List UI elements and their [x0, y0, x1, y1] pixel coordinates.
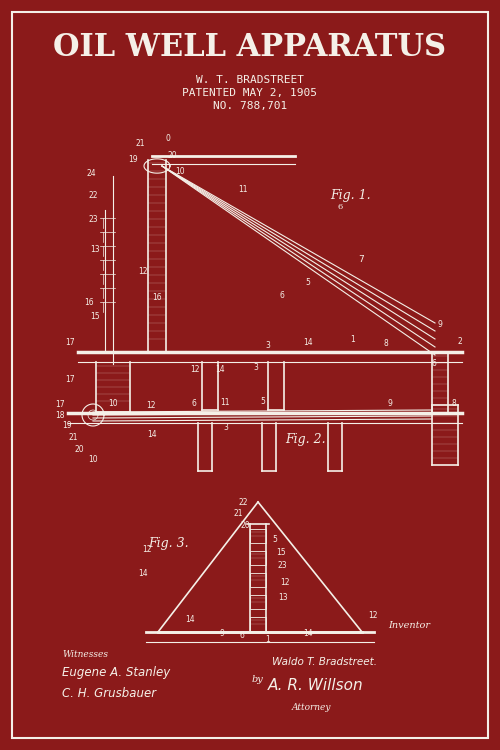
Text: C. H. Grusbauer: C. H. Grusbauer [62, 687, 156, 700]
Text: 22: 22 [88, 191, 98, 200]
Text: 23: 23 [88, 215, 98, 224]
Text: 14: 14 [215, 365, 224, 374]
Text: 1: 1 [266, 635, 270, 644]
Bar [250, 595, 266, 609]
Text: 9: 9 [438, 320, 442, 329]
Text: 21: 21 [234, 509, 243, 518]
Text: 8: 8 [452, 399, 457, 408]
Bar [250, 551, 266, 565]
Text: 14: 14 [185, 615, 195, 624]
Bar [250, 617, 266, 631]
Text: 19: 19 [62, 421, 72, 430]
Text: Fig. 3.: Fig. 3. [148, 536, 188, 550]
Text: by: by [252, 675, 264, 684]
Text: 14: 14 [138, 569, 148, 578]
Text: 20: 20 [168, 151, 177, 160]
Text: A. R. Willson: A. R. Willson [268, 678, 364, 693]
Text: 6: 6 [280, 291, 285, 300]
Text: 14: 14 [303, 629, 313, 638]
Text: 13: 13 [90, 245, 100, 254]
Text: 18: 18 [56, 411, 65, 420]
Bar [250, 529, 266, 543]
Text: 17: 17 [66, 338, 75, 347]
Text: 6: 6 [240, 631, 244, 640]
Text: PATENTED MAY 2, 1905: PATENTED MAY 2, 1905 [182, 88, 318, 98]
Text: 3: 3 [224, 423, 228, 432]
Text: 10: 10 [108, 399, 118, 408]
Text: 24: 24 [86, 169, 96, 178]
Text: 15: 15 [90, 312, 100, 321]
Text: 16: 16 [84, 298, 94, 307]
Text: Witnesses: Witnesses [62, 650, 108, 659]
Text: 5: 5 [305, 278, 310, 287]
Text: Fig. 1.: Fig. 1. [330, 188, 370, 202]
Text: 21: 21 [136, 139, 145, 148]
Bar [250, 573, 266, 587]
Text: 15: 15 [276, 548, 285, 557]
Text: 2: 2 [458, 337, 463, 346]
Text: 11: 11 [220, 398, 230, 407]
Text: 9: 9 [220, 629, 224, 638]
Text: 13: 13 [278, 593, 287, 602]
Text: 16: 16 [152, 293, 162, 302]
Text: 17: 17 [66, 375, 75, 384]
Text: 11: 11 [238, 185, 248, 194]
Text: Waldo T. Bradstreet.: Waldo T. Bradstreet. [272, 657, 377, 667]
Text: 7: 7 [358, 255, 364, 264]
Text: Inventor: Inventor [388, 621, 430, 630]
Text: 17: 17 [56, 400, 65, 409]
Text: 12: 12 [138, 267, 148, 276]
Text: 23: 23 [278, 561, 287, 570]
Text: 1: 1 [350, 335, 356, 344]
Text: 14: 14 [147, 430, 157, 439]
Text: OIL WELL APPARATUS: OIL WELL APPARATUS [54, 32, 446, 64]
Text: 12: 12 [280, 578, 289, 587]
Text: 0: 0 [165, 134, 170, 143]
Text: W. T. BRADSTREET: W. T. BRADSTREET [196, 75, 304, 85]
Text: 12: 12 [368, 611, 378, 620]
Text: 20: 20 [240, 521, 250, 530]
Text: Attorney: Attorney [292, 703, 332, 712]
Text: 12: 12 [146, 401, 156, 410]
Text: NO. 788,701: NO. 788,701 [213, 101, 287, 111]
Text: 8: 8 [384, 339, 388, 348]
Text: Eugene A. Stanley: Eugene A. Stanley [62, 666, 170, 679]
Text: 3: 3 [253, 363, 258, 372]
Text: 6: 6 [192, 399, 197, 408]
Text: 9: 9 [388, 399, 393, 408]
Text: 5: 5 [260, 397, 265, 406]
Text: 6: 6 [338, 203, 343, 211]
Text: 19: 19 [128, 155, 138, 164]
Text: 6: 6 [432, 359, 437, 368]
Text: 14: 14 [303, 338, 313, 347]
Text: 12: 12 [190, 365, 200, 374]
Text: 3: 3 [266, 341, 270, 350]
Text: 21: 21 [68, 433, 78, 442]
Text: 10: 10 [88, 455, 98, 464]
Text: Fig. 2.: Fig. 2. [285, 433, 326, 446]
Text: 22: 22 [238, 498, 248, 507]
Text: 5: 5 [272, 535, 277, 544]
Text: 12: 12 [142, 545, 152, 554]
Text: 20: 20 [74, 445, 84, 454]
Text: 10: 10 [175, 167, 184, 176]
